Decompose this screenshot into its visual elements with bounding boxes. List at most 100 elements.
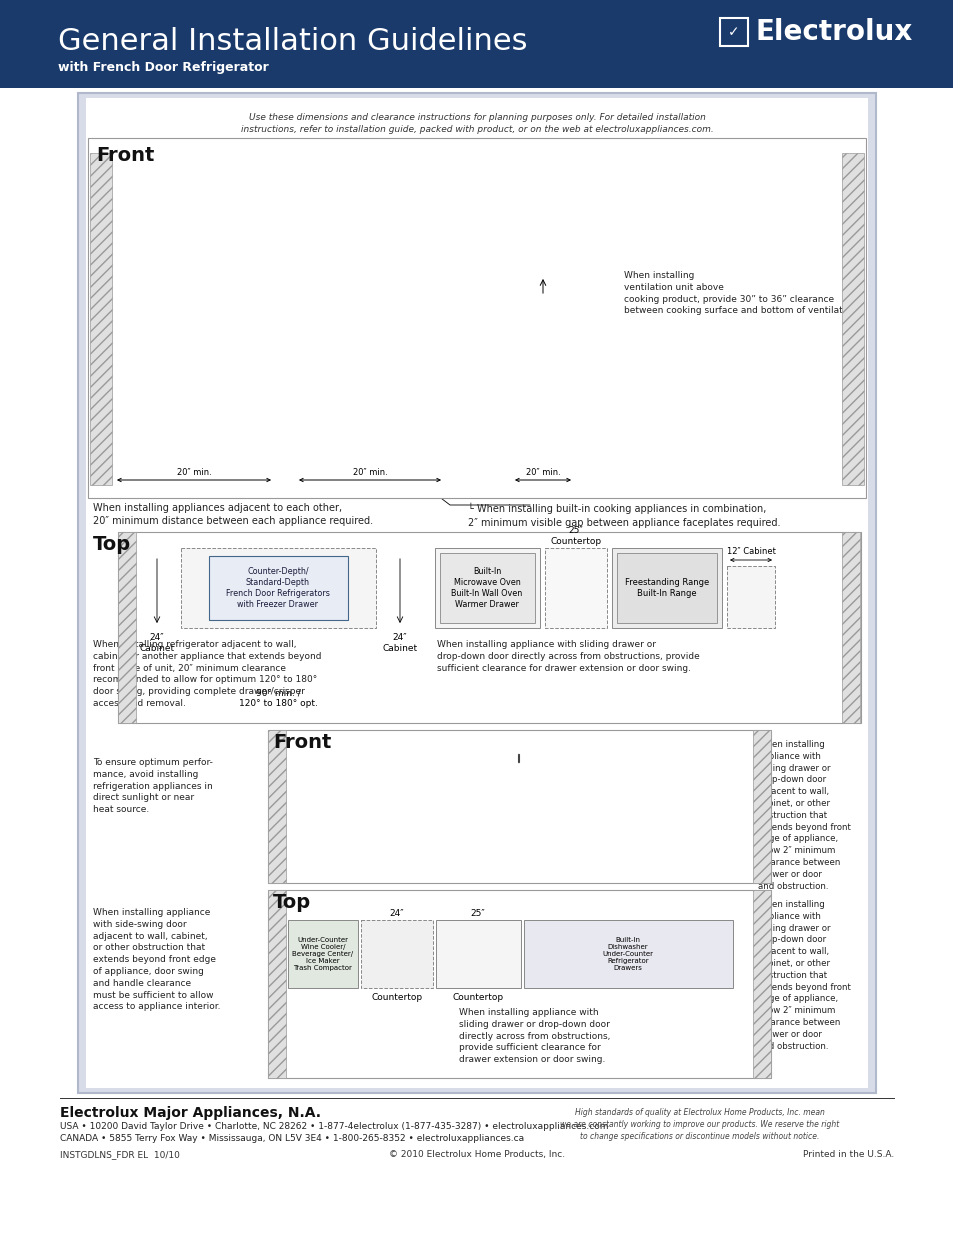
- Bar: [360, 920, 433, 988]
- Bar: [268, 890, 286, 1078]
- Bar: [113, 161, 179, 263]
- Text: When installing appliance with sliding drawer or
drop-down door directly across : When installing appliance with sliding d…: [436, 640, 699, 673]
- Bar: [448, 178, 470, 475]
- Text: Top: Top: [92, 535, 131, 555]
- Bar: [78, 93, 875, 1093]
- Bar: [512, 270, 574, 306]
- Text: When installing
appliance with
sliding drawer or
drop-down door
adjacent to wall: When installing appliance with sliding d…: [758, 740, 850, 890]
- Text: 24″
Cabinet: 24″ Cabinet: [139, 634, 174, 653]
- Bar: [268, 730, 286, 883]
- Text: 25″: 25″: [470, 909, 485, 919]
- Text: Front: Front: [273, 734, 331, 752]
- Text: Under-Counter
Wine Cooler/
Beverage Center/
Ice Maker
Trash Compactor: Under-Counter Wine Cooler/ Beverage Cent…: [293, 937, 354, 971]
- Text: 12″ Cabinet: 12″ Cabinet: [726, 547, 775, 556]
- Text: High standards of quality at Electrolux Home Products, Inc. mean
we are constant: High standards of quality at Electrolux …: [559, 1108, 839, 1141]
- Text: Countertop: Countertop: [371, 993, 422, 1002]
- Text: When installing appliance with
sliding drawer or drop-down door
directly across : When installing appliance with sliding d…: [458, 1008, 610, 1065]
- Bar: [288, 781, 355, 873]
- Text: INSTGDLNS_FDR EL  10/10: INSTGDLNS_FDR EL 10/10: [60, 1150, 180, 1158]
- Bar: [295, 412, 443, 445]
- Bar: [439, 553, 535, 622]
- Text: USA • 10200 David Taylor Drive • Charlotte, NC 28262 • 1-877-4electrolux (1-877-: USA • 10200 David Taylor Drive • Charlot…: [60, 1123, 608, 1131]
- Text: 90° min. /
120° to 180° opt.: 90° min. / 120° to 180° opt.: [238, 688, 317, 708]
- Bar: [617, 553, 717, 622]
- Text: Electrolux: Electrolux: [755, 19, 912, 46]
- Text: 20″ min.: 20″ min.: [353, 468, 387, 477]
- Bar: [612, 548, 721, 629]
- Text: Built-In
Dishwasher
Under-Counter
Refrigerator
Drawers: Built-In Dishwasher Under-Counter Refrig…: [602, 937, 653, 971]
- Text: Built-In
Microwave Oven
Built-In Wall Oven
Warmer Drawer: Built-In Microwave Oven Built-In Wall Ov…: [451, 567, 522, 609]
- Bar: [117, 325, 271, 403]
- Text: Top: Top: [273, 893, 311, 911]
- Bar: [752, 890, 770, 1078]
- Text: 24″: 24″: [389, 909, 404, 919]
- Text: Freestanding Range
Built-In Range: Freestanding Range Built-In Range: [624, 578, 708, 598]
- Bar: [295, 266, 443, 320]
- Bar: [360, 161, 443, 263]
- Bar: [841, 532, 859, 722]
- Text: with French Door Refrigerator: with French Door Refrigerator: [58, 62, 269, 74]
- Bar: [512, 306, 574, 405]
- Bar: [274, 178, 294, 475]
- Bar: [117, 246, 193, 325]
- Bar: [179, 161, 274, 263]
- Bar: [472, 268, 510, 405]
- Bar: [576, 161, 612, 263]
- Bar: [576, 268, 612, 405]
- Bar: [113, 243, 274, 405]
- Bar: [0, 0, 953, 88]
- Text: 25″
Countertop: 25″ Countertop: [550, 526, 601, 546]
- Text: When installing appliances adjacent to each other,
20″ minimum distance between : When installing appliances adjacent to e…: [92, 503, 373, 526]
- Bar: [292, 785, 352, 868]
- Bar: [288, 906, 750, 918]
- Bar: [118, 532, 861, 722]
- Text: Use these dimensions and clearance instructions for planning purposes only. For : Use these dimensions and clearance instr…: [240, 112, 713, 135]
- Text: 24″
Cabinet: 24″ Cabinet: [382, 634, 417, 653]
- Bar: [358, 781, 414, 873]
- Bar: [752, 730, 770, 883]
- Bar: [436, 920, 520, 988]
- Text: 20″ min.: 20″ min.: [525, 468, 559, 477]
- Text: └ When installing built-in cooking appliances in combination,
2″ minimum visible: └ When installing built-in cooking appli…: [468, 503, 780, 527]
- Bar: [523, 920, 732, 988]
- Bar: [268, 730, 770, 883]
- Bar: [458, 785, 495, 869]
- Bar: [418, 785, 455, 869]
- Bar: [86, 98, 867, 1088]
- Bar: [295, 405, 443, 446]
- Bar: [514, 391, 572, 411]
- Bar: [181, 548, 375, 629]
- Bar: [288, 920, 357, 988]
- Bar: [499, 781, 544, 873]
- Bar: [544, 548, 606, 629]
- Bar: [726, 566, 774, 629]
- Bar: [268, 890, 770, 1078]
- Bar: [299, 330, 439, 403]
- Text: CANADA • 5855 Terry Fox Way • Mississauga, ON L5V 3E4 • 1-800-265-8352 • electro: CANADA • 5855 Terry Fox Way • Mississaug…: [60, 1134, 523, 1144]
- Text: When installing appliance
with side-swing door
adjacent to wall, cabinet,
or oth: When installing appliance with side-swin…: [92, 908, 220, 1011]
- Bar: [88, 138, 865, 498]
- Bar: [416, 781, 497, 873]
- Bar: [209, 556, 348, 620]
- Text: Printed in the U.S.A.: Printed in the U.S.A.: [801, 1150, 893, 1158]
- Bar: [435, 548, 539, 629]
- Text: Countertop: Countertop: [452, 993, 503, 1002]
- Text: Front: Front: [96, 146, 154, 165]
- Bar: [118, 532, 136, 722]
- Bar: [517, 331, 568, 387]
- Text: When installing refrigerator adjacent to wall,
cabinet or another appliance that: When installing refrigerator adjacent to…: [92, 640, 321, 708]
- Bar: [90, 153, 112, 485]
- Bar: [547, 781, 732, 873]
- Bar: [614, 178, 840, 475]
- Text: © 2010 Electrolux Home Products, Inc.: © 2010 Electrolux Home Products, Inc.: [389, 1150, 564, 1158]
- Bar: [720, 19, 747, 46]
- Text: To ensure optimum perfor-
mance, avoid installing
refrigeration appliances in
di: To ensure optimum perfor- mance, avoid i…: [92, 758, 213, 814]
- Bar: [841, 153, 863, 485]
- Text: Counter-Depth/
Standard-Depth
French Door Refrigerators
with Freezer Drawer: Counter-Depth/ Standard-Depth French Doo…: [226, 567, 330, 609]
- Text: Electrolux Major Appliances, N.A.: Electrolux Major Appliances, N.A.: [60, 1107, 320, 1120]
- Text: ✓: ✓: [727, 25, 739, 40]
- Text: When installing
ventilation unit above
cooking product, provide 30” to 36” clear: When installing ventilation unit above c…: [623, 270, 853, 315]
- Text: 20″ min.: 20″ min.: [176, 468, 212, 477]
- Bar: [299, 270, 422, 315]
- Bar: [514, 308, 572, 326]
